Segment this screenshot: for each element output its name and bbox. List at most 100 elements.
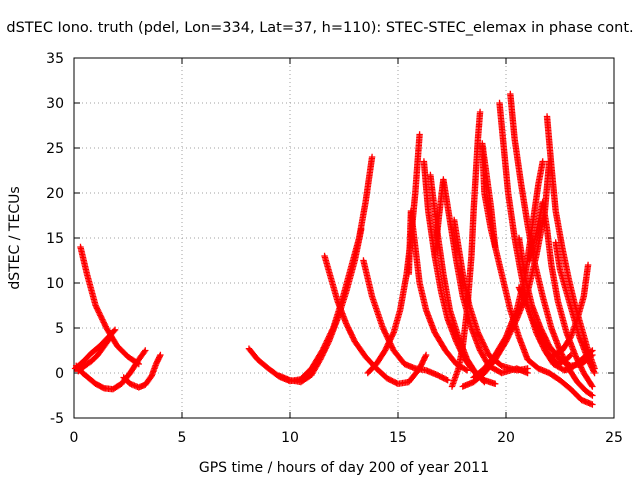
data-point [587,391,595,398]
data-point [97,312,104,319]
data-point [381,329,389,336]
x-tick-label: 15 [389,430,407,446]
series-21 [507,90,596,399]
data-point [584,261,592,269]
data-point [567,351,574,359]
series-4 [75,333,114,375]
data-point [444,377,451,384]
data-point [110,327,118,335]
data-point [100,319,107,326]
series-14 [431,176,531,377]
series-27 [515,284,574,368]
data-point [482,344,489,352]
data-point [476,333,484,340]
data-point [477,334,484,342]
y-tick-label: 35 [46,51,64,67]
data-point [106,335,113,342]
data-point [484,348,491,356]
series-2 [71,326,119,372]
x-tick-label: 20 [497,430,515,446]
data-point [483,347,490,354]
data-point [95,309,103,316]
data-series-group [71,90,598,408]
data-point [93,303,100,311]
data-point [383,331,390,339]
series-16 [450,216,531,374]
axis-ticks: 0 5 10 15 20 25 -5 0 5 10 15 20 25 30 35 [46,51,623,446]
y-tick-label: 5 [55,321,64,337]
data-point [368,153,376,161]
y-tick-label: 20 [46,186,64,202]
data-point [325,339,332,347]
data-point [480,377,487,385]
data-point [389,344,396,351]
data-point [99,317,107,325]
y-tick-label: -5 [50,411,64,427]
data-point [92,302,99,309]
data-point [539,158,546,165]
data-point [141,348,148,355]
data-point [422,351,430,359]
chart-title: dSTEC Iono. truth (pdel, Lon=334, Lat=37… [6,20,634,36]
data-point [98,314,105,322]
data-point [474,329,482,336]
data-point [443,376,450,383]
y-axis-label: dSTEC / TECUs [7,186,23,289]
data-point [157,351,164,359]
data-point [524,365,531,372]
x-axis-label: GPS time / hours of day 200 of year 2011 [199,460,489,476]
data-point [476,108,484,116]
series-5 [120,351,164,391]
y-tick-label: 10 [46,276,64,292]
data-point [480,341,488,349]
data-point [475,330,482,338]
data-point [591,369,598,377]
data-point [462,366,469,373]
data-point [99,316,106,323]
data-point [416,131,423,138]
data-point [492,380,499,387]
series-25 [552,239,598,377]
data-point [142,347,149,354]
series-7 [276,225,365,386]
data-point [95,307,102,315]
data-point [566,352,573,360]
data-point [381,327,388,335]
data-point [589,392,596,399]
data-point [101,320,108,327]
data-point [478,337,486,345]
data-point [96,310,103,318]
data-point [589,383,596,390]
data-point [476,332,483,339]
data-point [93,305,101,312]
data-point [107,333,114,341]
data-point [101,321,109,329]
data-point [588,382,595,389]
y-tick-label: 30 [46,96,64,112]
x-tick-label: 25 [605,430,623,446]
data-point [481,343,488,350]
data-point [379,324,387,332]
data-point [382,330,389,337]
data-point [111,326,119,333]
y-tick-label: 15 [46,231,64,247]
series-26 [550,261,592,359]
series-1 [77,243,142,368]
data-point [589,401,596,408]
data-point [478,336,485,343]
data-point [389,330,397,338]
series-6 [245,153,376,385]
data-point [380,326,387,333]
y-tick-label: 25 [46,141,64,157]
data-point [463,367,471,374]
data-point [479,339,486,346]
data-point [94,306,101,313]
data-point [482,346,490,353]
data-point [480,340,487,347]
data-point [358,225,365,233]
series-11 [405,207,471,374]
x-tick-label: 10 [281,430,299,446]
x-tick-label: 5 [178,430,187,446]
y-tick-label: 0 [55,366,64,382]
